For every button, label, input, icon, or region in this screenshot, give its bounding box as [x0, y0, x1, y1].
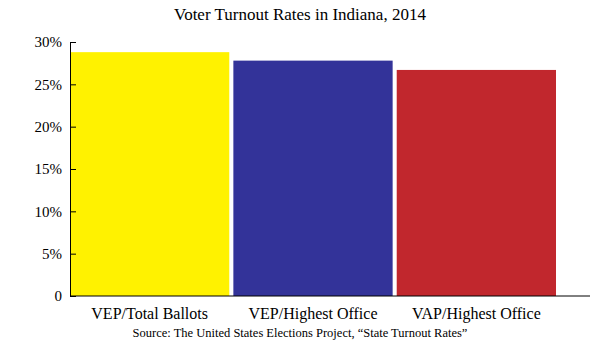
- y-tick-label: 20%: [35, 119, 63, 135]
- x-tick-label: VEP/Total Ballots: [91, 305, 208, 322]
- x-axis-line: [70, 296, 590, 297]
- y-tick: 10%: [35, 204, 77, 220]
- y-tick-mark: [70, 211, 76, 212]
- x-axis: VEP/Total Ballots VEP/Highest Office VAP/H…: [91, 305, 540, 323]
- y-tick-mark: [70, 42, 76, 43]
- bar: [397, 70, 556, 296]
- y-tick-label: 25%: [35, 77, 63, 93]
- bar: [233, 61, 392, 296]
- y-tick: 20%: [35, 119, 77, 135]
- y-tick-mark: [70, 127, 76, 128]
- bar: [70, 52, 229, 296]
- source: Source: The United States Elections Proj…: [133, 326, 468, 340]
- x-tick: VEP/Highest Office: [248, 305, 377, 323]
- y-tick-label: 5%: [42, 246, 62, 262]
- y-tick-label: 0: [55, 288, 63, 304]
- x-tick: VAP/Highest Office: [412, 305, 541, 323]
- x-tick: VEP/Total Ballots: [91, 305, 208, 322]
- y-tick-mark: [70, 254, 76, 255]
- y-tick: 30%: [35, 34, 77, 50]
- y-tick-label: 30%: [35, 34, 63, 50]
- y-tick: 25%: [35, 77, 77, 93]
- y-tick-label: 10%: [35, 204, 63, 220]
- y-tick-mark: [70, 84, 76, 85]
- y-tick: 15%: [35, 161, 77, 177]
- y-tick-label: 15%: [35, 161, 63, 177]
- x-tick-label: VAP/Highest Office: [412, 305, 541, 323]
- bars: [70, 52, 556, 296]
- chart: Voter Turnout Rates in Indiana, 2014 0 5% 1…: [0, 0, 600, 345]
- title: Voter Turnout Rates in Indiana, 2014: [174, 5, 426, 24]
- y-tick-mark: [70, 169, 76, 170]
- y-tick: 5%: [42, 246, 76, 262]
- x-tick-label: VEP/Highest Office: [248, 305, 377, 323]
- y-axis: 0 5% 10% 15% 20% 25% 30%: [35, 34, 77, 304]
